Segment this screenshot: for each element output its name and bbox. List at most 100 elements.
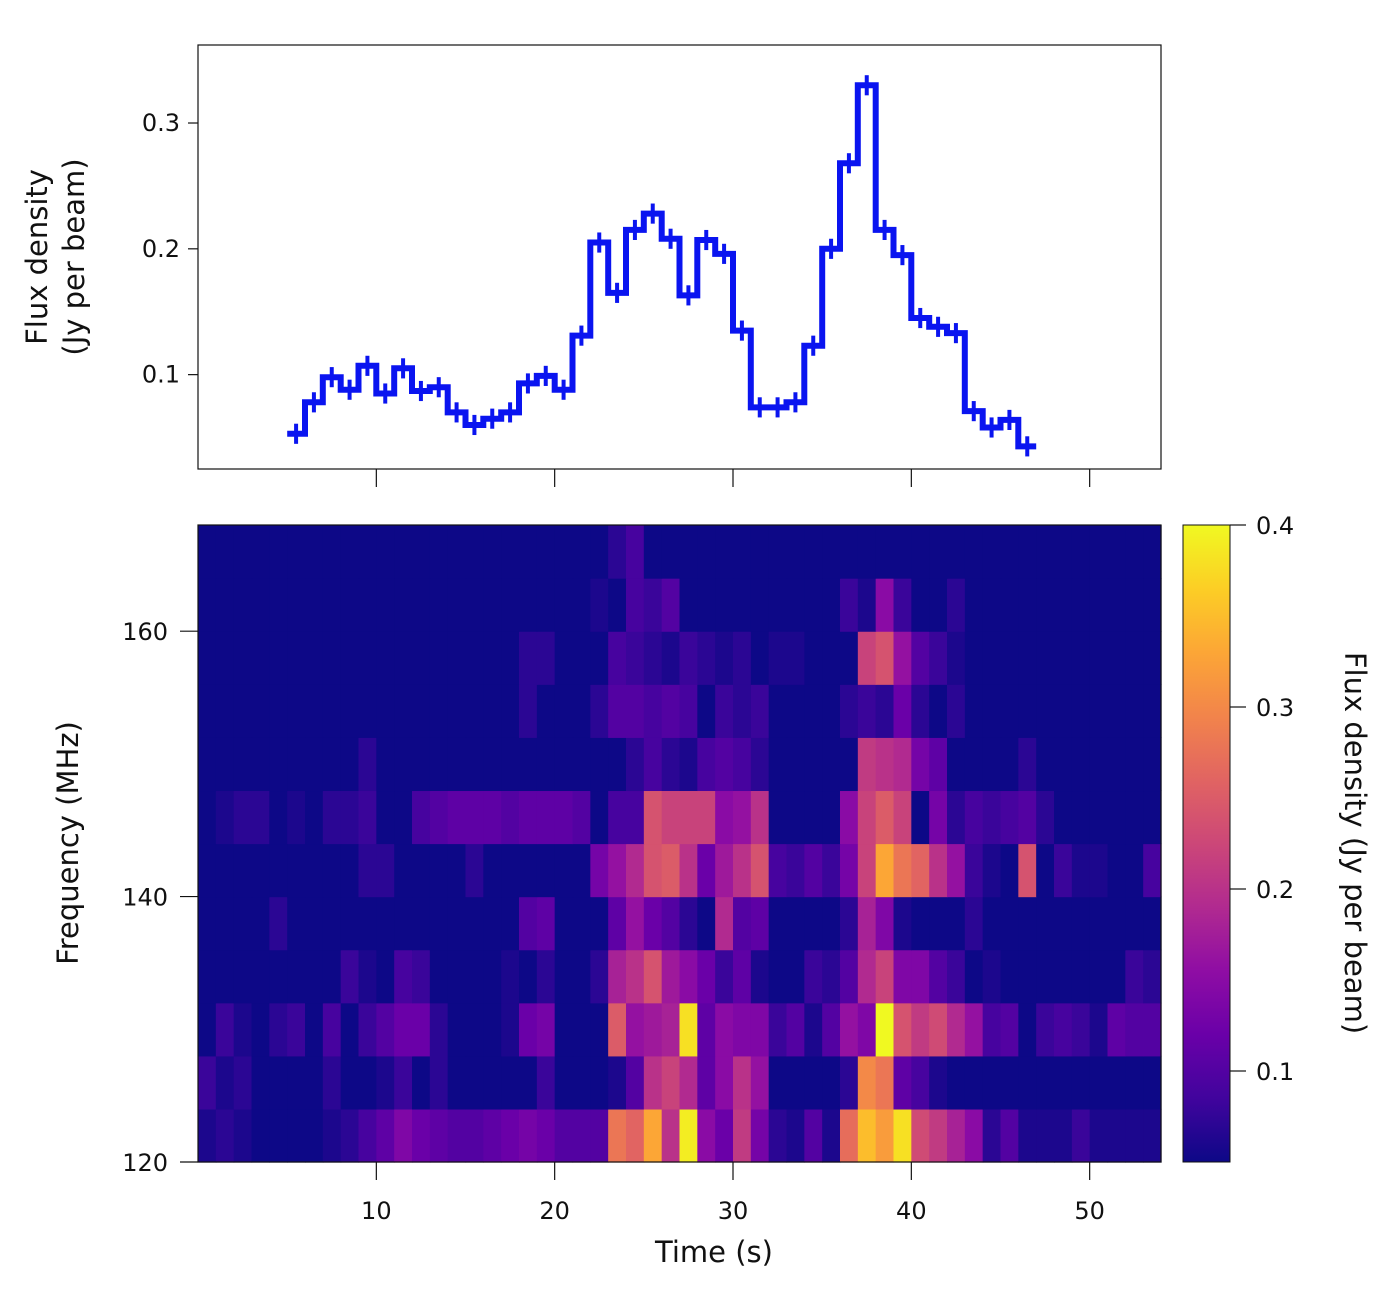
heatmap-cell	[750, 790, 770, 845]
heatmap-cell	[233, 631, 253, 685]
heatmap-cell	[929, 737, 948, 792]
heatmap-cell	[1054, 578, 1073, 632]
heatmap-cell	[982, 1108, 1002, 1163]
heatmap-cell	[715, 737, 734, 792]
heatmap-cell	[929, 1108, 948, 1163]
heatmap-cell	[1089, 684, 1109, 738]
heatmap-cell	[465, 525, 484, 579]
heatmap-cell	[947, 578, 966, 632]
light-curve-y-ticks: 0.1 0.2 0.3	[142, 109, 198, 389]
heatmap-cell	[768, 684, 788, 738]
heatmap-cell	[715, 1002, 734, 1057]
light-curve-y-tick-label: 0.3	[142, 109, 180, 137]
heatmap-cell	[376, 843, 395, 898]
heatmap-cell	[840, 578, 859, 632]
heatmap-cell	[215, 1108, 235, 1163]
dynamic-spectrum-y-tick-label: 140	[122, 884, 168, 912]
heatmap-cell	[305, 1108, 324, 1163]
heatmap-cell	[590, 578, 609, 632]
heatmap-cell	[643, 896, 663, 951]
heatmap-cell	[519, 949, 538, 1004]
heatmap-cell	[929, 1002, 948, 1057]
heatmap-cell	[911, 1108, 930, 1163]
heatmap-cell	[661, 631, 681, 685]
heatmap-cell	[947, 949, 966, 1004]
heatmap-cell	[1089, 1108, 1109, 1163]
heatmap-cell	[822, 684, 841, 738]
heatmap-cell	[287, 896, 306, 951]
heatmap-cell	[733, 949, 752, 1004]
heatmap-cell	[590, 684, 609, 738]
heatmap-cell	[1143, 896, 1162, 951]
heatmap-cell	[465, 684, 484, 738]
heatmap-cell	[198, 896, 217, 951]
heatmap-cell	[412, 949, 431, 1004]
heatmap-cell	[804, 896, 823, 951]
heatmap-cell	[501, 1055, 520, 1110]
heatmap-cell	[251, 1055, 270, 1110]
light-curve-x-ticks	[375, 469, 1091, 487]
heatmap-cell	[340, 949, 360, 1004]
heatmap-cell	[643, 949, 663, 1004]
heatmap-cell	[554, 684, 574, 738]
heatmap-cell	[893, 525, 912, 579]
heatmap-cell	[501, 578, 520, 632]
heatmap-cell	[1107, 684, 1126, 738]
heatmap-cell	[804, 631, 823, 685]
heatmap-cell	[305, 949, 324, 1004]
heatmap-cell	[483, 578, 502, 632]
heatmap-cell	[536, 525, 556, 579]
heatmap-cell	[269, 949, 288, 1004]
heatmap-cell	[198, 843, 217, 898]
heatmap-cell	[964, 843, 984, 898]
heatmap-cell	[661, 896, 681, 951]
heatmap-cell	[590, 896, 609, 951]
heatmap-cell	[483, 631, 502, 685]
heatmap-cell	[697, 1002, 716, 1057]
heatmap-cell	[733, 631, 752, 685]
heatmap-cell	[857, 790, 877, 845]
heatmap-cell	[715, 631, 734, 685]
heatmap-cell	[1143, 578, 1162, 632]
heatmap-cell	[1036, 1055, 1055, 1110]
heatmap-cell	[929, 949, 948, 1004]
heatmap-cell	[697, 631, 716, 685]
heatmap-cell	[340, 737, 360, 792]
heatmap-cell	[1018, 1002, 1037, 1057]
heatmap-cell	[982, 631, 1002, 685]
heatmap-cell	[412, 631, 431, 685]
heatmap-cell	[1000, 790, 1019, 845]
heatmap-cell	[1125, 1108, 1144, 1163]
heatmap-cell	[643, 843, 663, 898]
heatmap-cell	[1054, 525, 1073, 579]
heatmap-cell	[768, 631, 788, 685]
colorbar-tick-label: 0.2	[1256, 876, 1294, 904]
heatmap-cell	[1143, 737, 1162, 792]
heatmap-cell	[305, 684, 324, 738]
heatmap-cell	[608, 737, 627, 792]
heatmap-cell	[447, 631, 467, 685]
heatmap-cell	[643, 631, 663, 685]
heatmap-cell	[626, 896, 645, 951]
heatmap-cell	[394, 684, 413, 738]
heatmap-cell	[269, 525, 288, 579]
heatmap-cell	[269, 1002, 288, 1057]
heatmap-cell	[376, 790, 395, 845]
heatmap-cell	[893, 896, 912, 951]
heatmap-cell	[340, 1055, 360, 1110]
heatmap-cell	[964, 1108, 984, 1163]
heatmap-cell	[1000, 1002, 1019, 1057]
heatmap-cell	[929, 631, 948, 685]
dynamic-spectrum-x-tick-label: 50	[1074, 1197, 1105, 1225]
dynamic-spectrum-x-tick-label: 40	[896, 1197, 927, 1225]
heatmap-cell	[251, 1002, 270, 1057]
heatmap-cell	[322, 631, 342, 685]
heatmap-cell	[1000, 1108, 1019, 1163]
heatmap-cell	[483, 843, 502, 898]
heatmap-cell	[1054, 843, 1073, 898]
heatmap-cell	[412, 684, 431, 738]
heatmap-cell	[679, 578, 698, 632]
heatmap-cell	[536, 631, 556, 685]
heatmap-cell	[857, 949, 877, 1004]
heatmap-cell	[1018, 949, 1037, 1004]
